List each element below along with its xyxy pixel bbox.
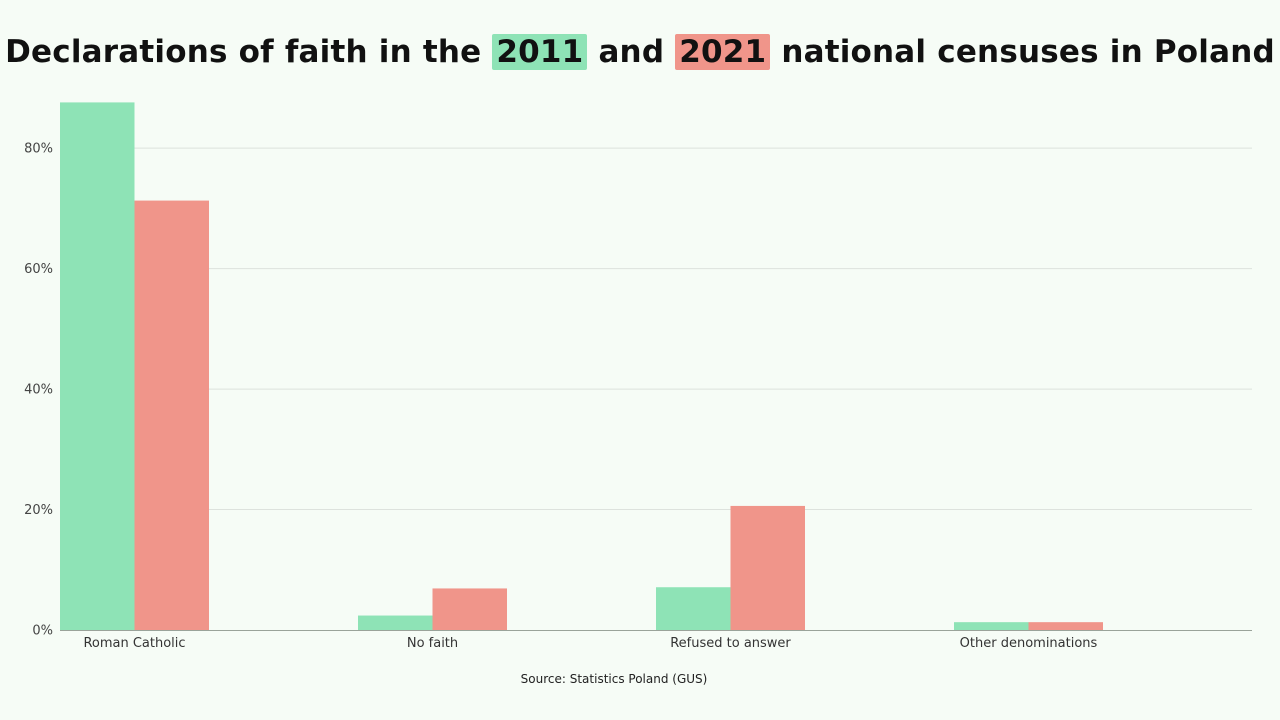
title-text-before: Declarations of faith in the	[5, 34, 482, 70]
x-category-label: No faith	[407, 636, 458, 651]
x-category-label: Roman Catholic	[83, 636, 185, 651]
y-axis-ticks: 0% 20% 40% 60% 80%	[24, 142, 53, 639]
title-year-2011-highlight: 2011	[492, 34, 588, 70]
title-text-middle: and	[598, 34, 665, 70]
chart-title: Declarations of faith in the 2011 and 20…	[0, 34, 1280, 70]
bar-2011-other-denominations	[954, 622, 1029, 630]
bar-2021-other-denominations	[1028, 622, 1103, 630]
bar-2011-roman-catholic	[60, 102, 135, 631]
bar-2011-no-faith	[358, 615, 433, 630]
y-tick-label-0: 0%	[32, 624, 53, 639]
gridlines	[60, 147, 1252, 631]
bar-2011-refused-to-answer	[656, 587, 731, 630]
source-note: Source: Statistics Poland (GUS)	[520, 672, 708, 686]
y-tick-label-80: 80%	[24, 142, 53, 157]
title-text-after: national censuses in Poland	[781, 34, 1275, 70]
y-tick-label-40: 40%	[24, 383, 53, 398]
y-tick-label-60: 60%	[24, 262, 53, 277]
x-category-label: Refused to answer	[670, 636, 791, 651]
bar-2021-roman-catholic	[134, 200, 209, 631]
x-category-label: Other denominations	[960, 636, 1098, 651]
title-year-2021-highlight: 2021	[675, 34, 771, 70]
y-tick-label-20: 20%	[24, 503, 53, 518]
x-axis-labels: Roman Catholic No faith Refused to answer O…	[83, 636, 1097, 651]
bar-2021-no-faith	[432, 588, 507, 630]
bar-2021-refused-to-answer	[730, 505, 805, 630]
bars	[60, 102, 1103, 631]
